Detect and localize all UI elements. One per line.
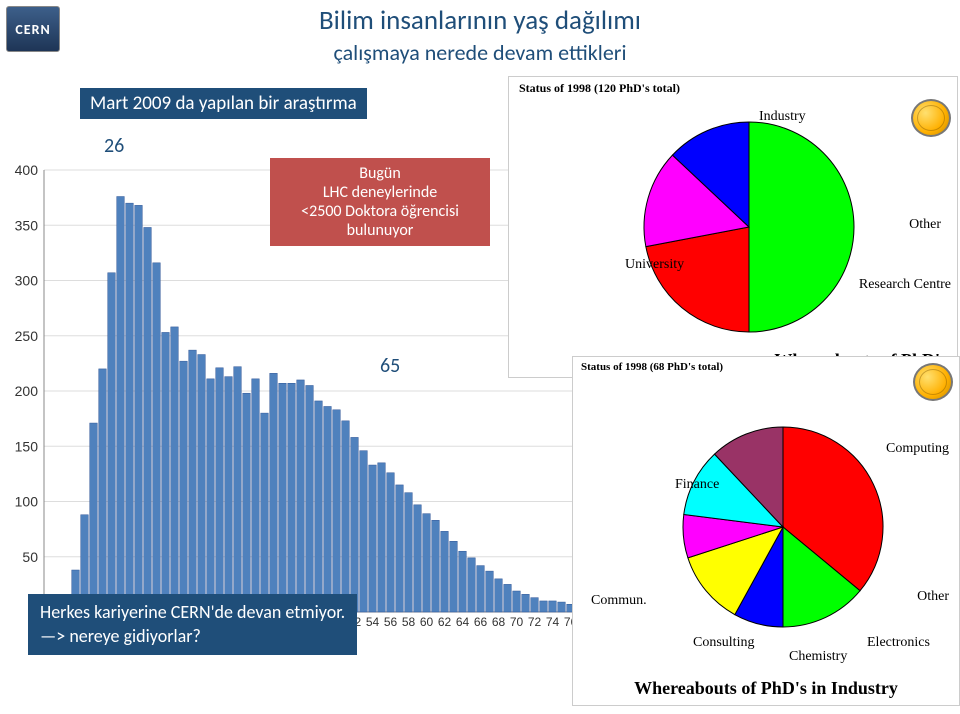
pie2-label-other: Other (917, 589, 949, 605)
cern-logo: CERN (6, 6, 60, 52)
pie2-label-finance: Finance (675, 477, 719, 493)
svg-text:60: 60 (420, 615, 434, 629)
overlay-26: 26 (104, 134, 124, 158)
pie2-label-commun: Commun. (591, 593, 647, 609)
svg-text:64: 64 (456, 615, 470, 629)
svg-text:50: 50 (22, 549, 38, 565)
svg-text:62: 62 (438, 615, 452, 629)
svg-text:72: 72 (528, 615, 542, 629)
pie1-title-top: Status of 1998 (120 PhD's total) (519, 81, 680, 96)
title-line2: çalışmaya nerede devam ettikleri (319, 39, 641, 66)
phd-industry-pie: Status of 1998 (68 PhD's total) Computin… (572, 356, 960, 706)
pie1-svg (509, 97, 959, 357)
svg-text:150: 150 (15, 438, 39, 454)
subtitle-box: Mart 2009 da yapılan bir araştırma (80, 88, 367, 119)
phd-info-line1: Bugün (280, 164, 480, 183)
svg-text:74: 74 (546, 615, 560, 629)
overlay-65: 65 (380, 354, 400, 378)
title-line1: Bilim insanlarının yaş dağılımı (319, 4, 641, 37)
svg-text:68: 68 (492, 615, 506, 629)
phd-info-box: Bugün LHC deneylerinde <2500 Doktora öğr… (270, 158, 490, 246)
phd-info-line2: LHC deneylerinde (280, 183, 480, 202)
phd-whereabouts-pie: Status of 1998 (120 PhD's total) Industr… (508, 76, 958, 378)
svg-text:56: 56 (384, 615, 398, 629)
svg-text:300: 300 (15, 273, 39, 289)
pie1-label-university: University (625, 257, 684, 273)
pie2-svg (573, 377, 960, 677)
footer-line2: —> nereye gidiyorlar? (40, 624, 345, 648)
svg-text:70: 70 (510, 615, 524, 629)
pie1-label-industry: Industry (759, 109, 806, 125)
page-title: Bilim insanlarının yaş dağılımı çalışmay… (319, 4, 641, 66)
svg-text:58: 58 (402, 615, 416, 629)
pie2-title-top: Status of 1998 (68 PhD's total) (581, 361, 723, 373)
pie1-label-other: Other (909, 217, 941, 233)
svg-text:100: 100 (15, 494, 39, 510)
svg-text:250: 250 (15, 328, 39, 344)
pie2-label-computing: Computing (886, 441, 949, 457)
svg-text:66: 66 (474, 615, 488, 629)
svg-text:350: 350 (15, 217, 39, 233)
pie2-label-consulting: Consulting (693, 635, 754, 651)
footer-question-box: Herkes kariyerine CERN'de devan etmiyor.… (28, 594, 357, 655)
pie1-label-research: Research Centre (859, 277, 951, 293)
pie2-label-chemistry: Chemistry (789, 649, 847, 665)
footer-line1: Herkes kariyerine CERN'de devan etmiyor. (40, 600, 345, 624)
phd-info-line3: <2500 Doktora öğrencisi (280, 202, 480, 221)
phd-info-line4: bulunuyor (280, 221, 480, 240)
cern-logo-text: CERN (15, 21, 50, 38)
svg-text:200: 200 (15, 383, 39, 399)
pie2-label-electronics: Electronics (867, 635, 930, 651)
svg-text:400: 400 (15, 162, 39, 178)
pie2-title-bottom: Whereabouts of PhD's in Industry (634, 678, 898, 699)
svg-text:54: 54 (366, 615, 380, 629)
